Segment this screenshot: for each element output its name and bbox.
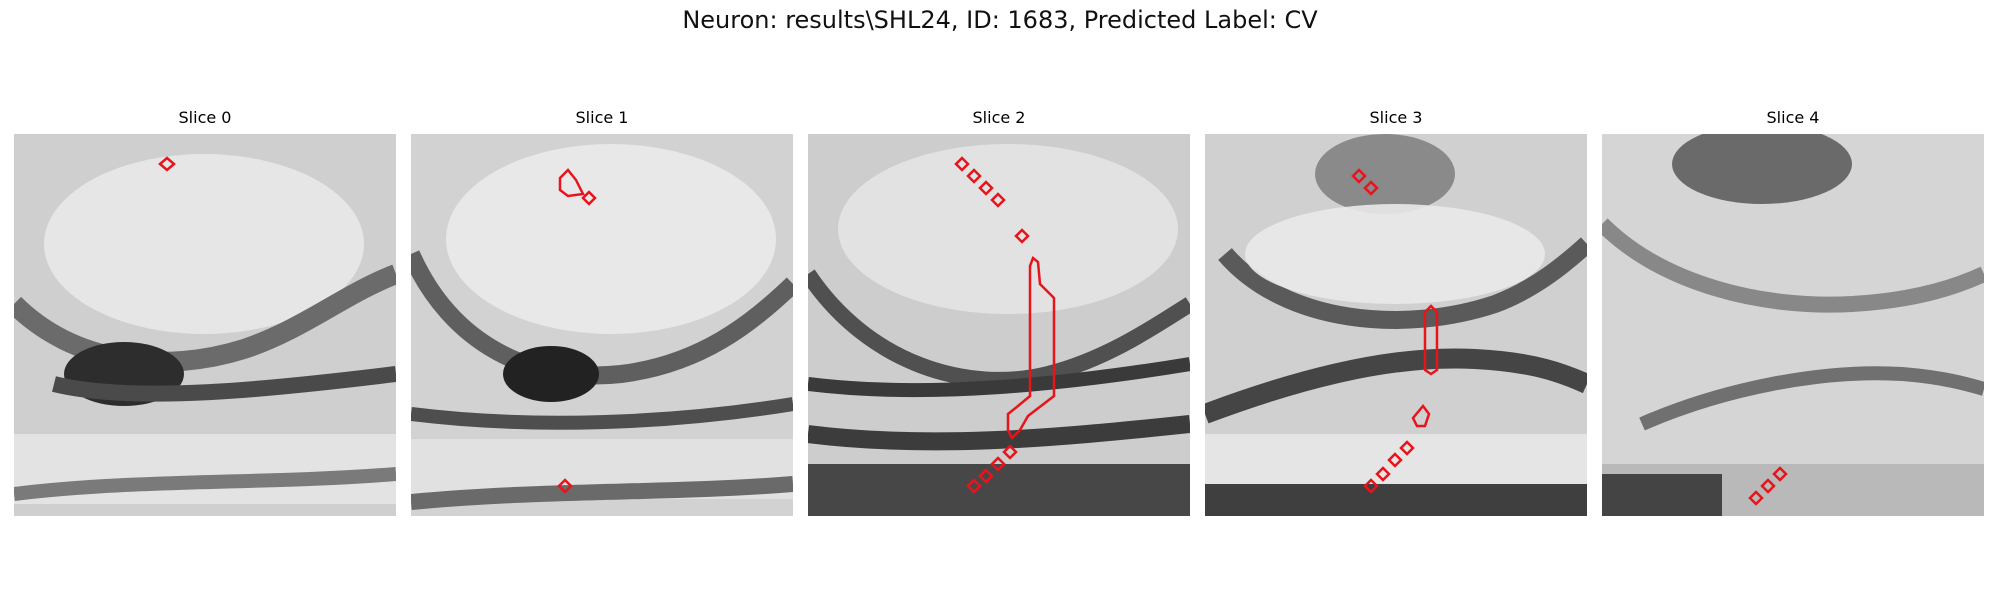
em-slice-1-svg xyxy=(411,134,793,516)
slice-title-3: Slice 3 xyxy=(1205,108,1587,127)
em-image-slice-2 xyxy=(808,134,1190,516)
figure-title: Neuron: results\SHL24, ID: 1683, Predict… xyxy=(0,6,2000,34)
slice-title-2: Slice 2 xyxy=(808,108,1190,127)
em-slice-2-svg xyxy=(808,134,1190,516)
slice-title-0: Slice 0 xyxy=(14,108,396,127)
slice-title-1: Slice 1 xyxy=(411,108,793,127)
em-slice-4-svg xyxy=(1602,134,1984,516)
em-image-slice-4 xyxy=(1602,134,1984,516)
em-image-slice-3 xyxy=(1205,134,1587,516)
em-image-slice-0 xyxy=(14,134,396,516)
em-slice-3-svg xyxy=(1205,134,1587,516)
slice-title-4: Slice 4 xyxy=(1602,108,1984,127)
em-slice-0-svg xyxy=(14,134,396,516)
em-image-slice-1 xyxy=(411,134,793,516)
